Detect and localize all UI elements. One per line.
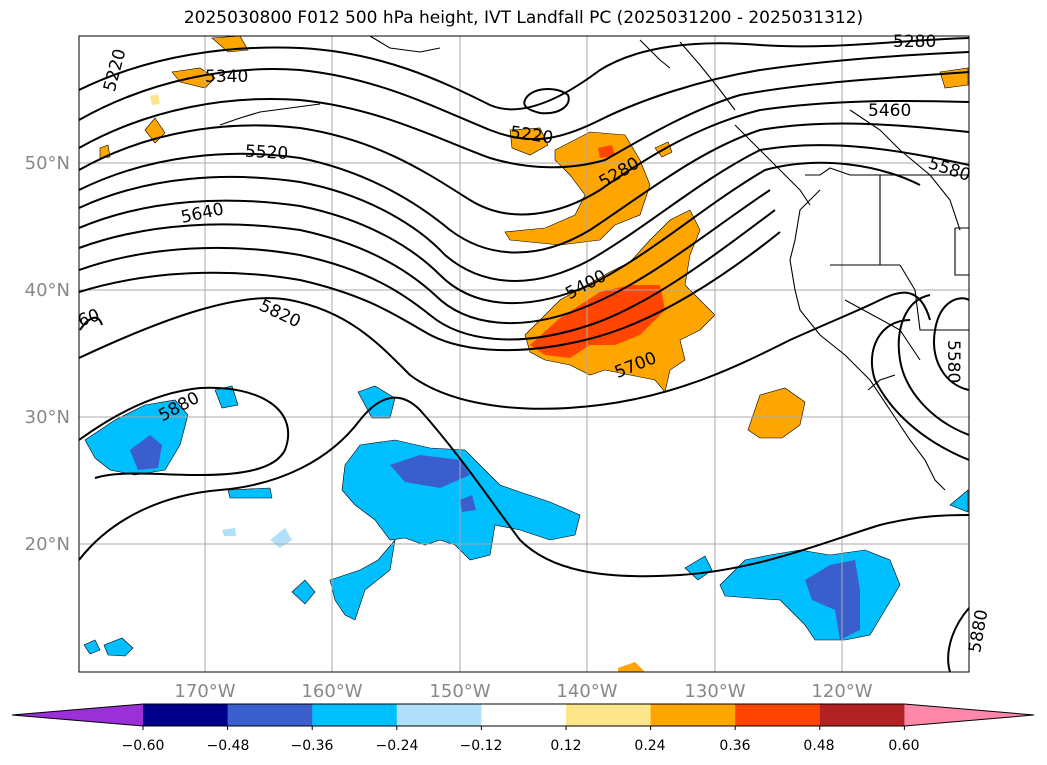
lat-label: 50°N [25,153,70,174]
height-contours [79,37,969,672]
colorbar-tick: −0.60 [122,738,165,754]
negative-shading [83,385,969,657]
colorbar-tick: 0.36 [719,738,750,754]
colorbar-segment [819,704,905,726]
contour-label: 5340 [205,67,248,87]
colorbar-segment [566,704,652,726]
colorbar-segment [396,704,482,726]
colorbar-tick: −0.24 [376,738,419,754]
colorbar-extend-low [12,704,143,726]
colorbar-tick: 0.60 [888,738,919,754]
lon-label: 140°W [556,681,617,702]
colorbar-segment [227,704,313,726]
map-title: 2025030800 F012 500 hPa height, IVT Land… [183,8,864,28]
colorbar-segment [481,704,567,726]
lat-label: 40°N [25,280,70,301]
contour-label: 5280 [893,32,936,52]
lon-label: 170°W [174,681,235,702]
contour-label: 5580 [943,340,963,383]
lat-label: 30°N [25,407,70,428]
axis-labels: 170°W 160°W 150°W 140°W 130°W 120°W 50°N… [25,153,873,702]
lon-label: 160°W [301,681,362,702]
colorbar-tick: −0.12 [460,738,503,754]
colorbar-extend-high [904,704,1034,726]
colorbar-tick: −0.36 [291,738,334,754]
colorbar-tick: 0.48 [803,738,834,754]
lat-label: 20°N [25,534,70,555]
colorbar-segment [650,704,736,726]
positive-shading [99,36,969,672]
lon-label: 130°W [684,681,745,702]
colorbar-segment [735,704,821,726]
contour-label: 5460 [868,101,911,121]
colorbar-tick: 0.12 [550,738,581,754]
coastlines [219,36,969,491]
colorbar-tick: 0.24 [634,738,665,754]
lon-label: 120°W [811,681,872,702]
colorbar-tick: −0.48 [207,738,250,754]
colorbar: −0.60 −0.48 −0.36 −0.24 −0.12 0.12 0.24 … [11,703,1035,754]
colorbar-segment [143,704,229,726]
map-frame [78,35,970,673]
colorbar-segment [312,704,398,726]
contour-label: 5520 [244,142,288,164]
lon-label: 150°W [429,681,490,702]
